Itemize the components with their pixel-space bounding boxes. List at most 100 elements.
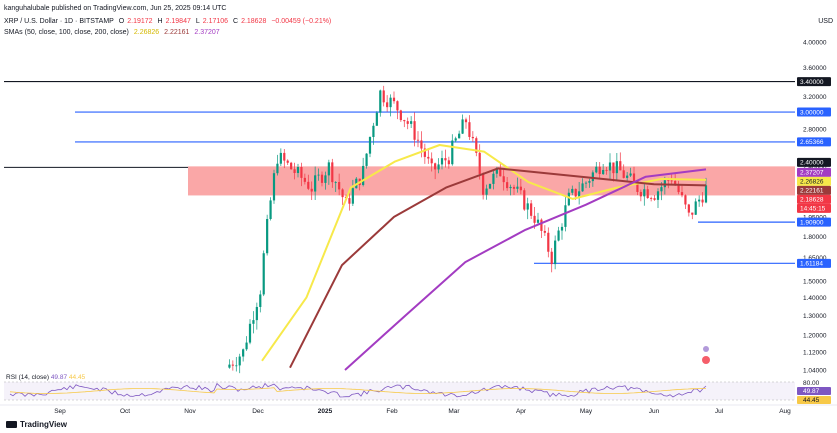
- candle-body: [680, 192, 684, 196]
- candle-body: [461, 119, 464, 134]
- candle-body: [543, 230, 546, 233]
- low-label: L: [195, 18, 200, 25]
- candle-body: [687, 204, 690, 213]
- candle-body: [272, 173, 276, 201]
- currency-label: USD: [818, 18, 833, 25]
- candle-body: [622, 170, 625, 178]
- x-tick-label: Nov: [184, 408, 196, 415]
- candle-body: [447, 160, 450, 165]
- candle-body: [235, 365, 238, 367]
- price-tag-label: 2.22161: [800, 188, 824, 195]
- candle-body: [386, 102, 389, 108]
- high-value: 2.19847: [165, 18, 191, 25]
- x-tick-label: May: [580, 408, 593, 415]
- candle-body: [674, 180, 677, 185]
- candle-body: [420, 140, 423, 149]
- candle-body: [293, 169, 296, 174]
- candle-body: [331, 162, 334, 183]
- symbol-ohlc-row: XRP / U.S. Dollar · 1D · BITSTAMP O 2.191…: [4, 17, 334, 26]
- candle-body: [554, 240, 557, 265]
- candle-body: [639, 191, 642, 197]
- candle-body: [578, 191, 581, 197]
- candle-body: [540, 219, 543, 231]
- candle-body: [499, 167, 502, 177]
- publisher-info: kanguhalubale published on TradingView.c…: [4, 5, 227, 12]
- candle-body: [464, 119, 468, 123]
- candle-body: [650, 198, 653, 199]
- level-tag: [797, 258, 831, 268]
- candle-body: [437, 164, 440, 170]
- y-tick-label: 1.20000: [803, 333, 827, 340]
- candle-body: [458, 133, 461, 139]
- x-tick-label: Dec: [252, 408, 264, 415]
- x-tick-label: 2025: [318, 408, 333, 415]
- candle-body: [454, 138, 457, 141]
- candle-body: [619, 161, 622, 171]
- sma-label: SMAs (50, close, 100, close, 200, close): [4, 29, 129, 36]
- candle-body: [348, 198, 351, 204]
- close-value: 2.18628: [241, 18, 267, 25]
- candle-body: [509, 186, 512, 189]
- candle-body: [615, 161, 618, 174]
- candle-body: [317, 174, 320, 176]
- candle-body: [255, 306, 258, 321]
- candle-body: [691, 212, 694, 215]
- candle-body: [495, 167, 498, 174]
- candle-body: [242, 349, 245, 357]
- candle-body: [399, 110, 402, 121]
- candle-body: [283, 152, 286, 161]
- candle-body: [320, 174, 324, 183]
- rsi-ma-tag: [797, 396, 831, 404]
- candle-body: [341, 189, 344, 198]
- level-tag-label: 3.40000: [800, 79, 824, 86]
- candle-body: [248, 323, 252, 343]
- candle-body: [629, 173, 632, 176]
- level-tag-label: 1.90900: [800, 219, 824, 226]
- candle-body: [279, 152, 282, 164]
- candle-body: [416, 139, 420, 141]
- candle-body: [646, 189, 649, 199]
- candle-body: [290, 162, 293, 170]
- candle-body: [324, 175, 327, 183]
- sma200-line: [344, 168, 707, 371]
- candle-body: [698, 199, 701, 202]
- candle-body: [372, 125, 375, 138]
- candle-body: [327, 162, 330, 176]
- candle-body: [488, 183, 492, 189]
- sma50-line: [261, 144, 707, 362]
- candle-body: [427, 156, 430, 159]
- x-tick-label: Jun: [649, 408, 660, 415]
- candle-body: [392, 97, 396, 102]
- candle-body: [379, 90, 382, 113]
- event-marker-icon: [703, 346, 709, 352]
- candle-body: [526, 203, 529, 210]
- candle-body: [231, 364, 234, 366]
- x-tick-label: Aug: [779, 408, 791, 415]
- rsi-value-tag-label: 49.87: [803, 388, 820, 395]
- candle-body: [595, 166, 598, 173]
- rsi-ma-tag-label: 44.45: [803, 397, 820, 404]
- candle-body: [303, 177, 306, 182]
- sma50-value: 2.26826: [133, 29, 160, 36]
- candle-body: [560, 226, 564, 231]
- price-tag: [797, 194, 831, 204]
- rsi-ma-line: [9, 387, 706, 394]
- x-tick-label: Apr: [516, 408, 527, 415]
- candle-body: [406, 121, 409, 124]
- candle-body: [434, 163, 437, 170]
- tradingview-brand[interactable]: TradingView: [6, 420, 67, 429]
- x-tick-label: Mar: [448, 408, 460, 415]
- y-tick-label: 3.60000: [803, 65, 827, 72]
- y-tick-label: 1.30000: [803, 313, 827, 320]
- sma-legend: SMAs (50, close, 100, close, 200, close)…: [4, 28, 223, 37]
- candle-body: [410, 121, 413, 124]
- candle-body: [307, 181, 310, 189]
- y-tick-label: 1.04000: [803, 368, 827, 375]
- tradingview-logo-icon: [6, 421, 17, 428]
- candle-body: [567, 192, 570, 206]
- rsi-legend: RSI (14, close) 49.87 44.45: [6, 374, 85, 381]
- level-tag: [797, 77, 831, 87]
- candle-body: [502, 176, 505, 183]
- y-tick-label: 1.40000: [803, 295, 827, 302]
- rsi-ma-value: 44.45: [68, 374, 86, 381]
